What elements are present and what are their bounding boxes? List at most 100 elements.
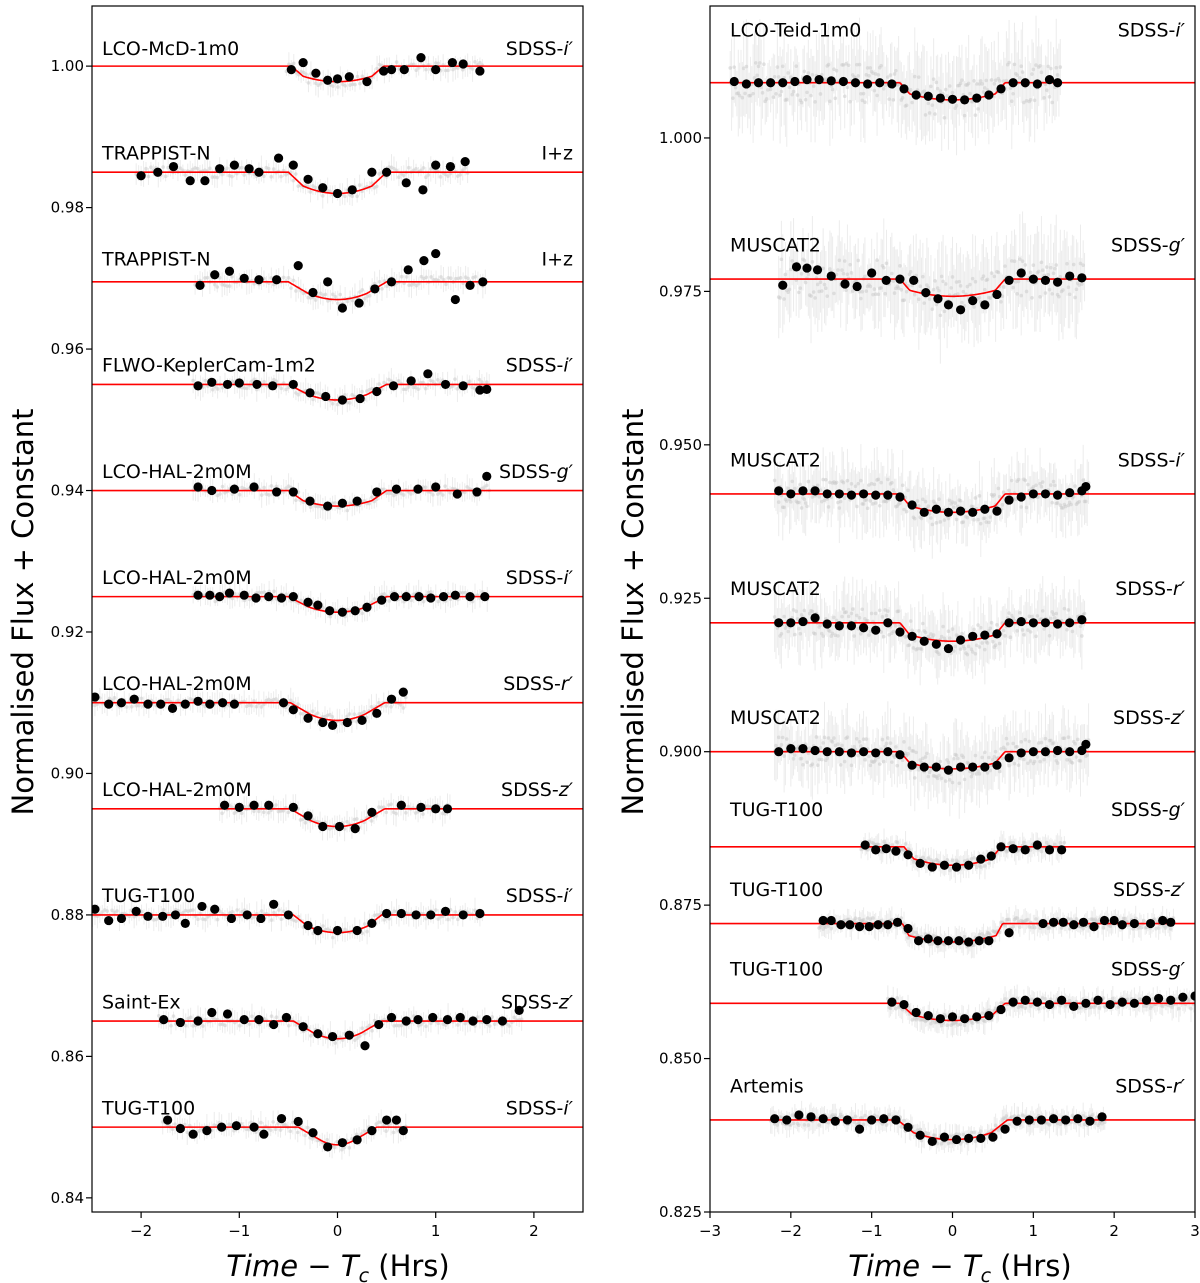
raw-point: [860, 289, 865, 294]
raw-point: [188, 1015, 193, 1020]
raw-point: [731, 96, 735, 100]
raw-point: [252, 281, 256, 286]
raw-point: [908, 269, 913, 274]
raw-point: [362, 296, 367, 301]
raw-point: [868, 499, 873, 503]
binned-point: [1004, 495, 1014, 505]
raw-point: [1055, 73, 1060, 77]
binned-point: [153, 167, 163, 177]
raw-point: [948, 498, 952, 503]
raw-point: [444, 282, 448, 287]
raw-point: [313, 185, 318, 190]
raw-point: [992, 81, 997, 86]
raw-point: [455, 387, 460, 391]
binned-point: [907, 631, 917, 641]
raw-point: [934, 521, 939, 525]
raw-point: [919, 647, 924, 651]
raw-point: [1058, 275, 1063, 279]
raw-point: [793, 632, 797, 637]
raw-point: [161, 165, 165, 169]
binned-point: [372, 487, 382, 497]
raw-point: [949, 286, 953, 290]
binned-point: [931, 639, 941, 649]
binned-point: [337, 1138, 348, 1148]
raw-point: [958, 498, 963, 503]
raw-point: [881, 87, 886, 91]
raw-point: [480, 380, 484, 384]
raw-point: [798, 482, 803, 487]
raw-point: [1031, 67, 1036, 72]
raw-point: [467, 379, 472, 384]
raw-point: [473, 60, 477, 64]
raw-point: [261, 810, 266, 815]
binned-point: [193, 1016, 203, 1026]
raw-point: [252, 699, 256, 703]
raw-point: [1030, 72, 1034, 76]
raw-point: [144, 166, 148, 171]
raw-point: [1016, 279, 1021, 284]
raw-point: [230, 274, 234, 279]
raw-point: [859, 91, 863, 96]
raw-point: [333, 1041, 338, 1045]
raw-point: [450, 384, 455, 388]
binned-point: [431, 248, 441, 259]
raw-point: [904, 289, 909, 294]
raw-point: [272, 910, 276, 915]
binned-point: [475, 908, 485, 919]
binned-point: [895, 627, 905, 637]
binned-point: [352, 925, 362, 936]
raw-point: [1020, 259, 1025, 263]
raw-point: [281, 275, 286, 280]
transit-model-line: [710, 278, 1195, 298]
raw-point: [828, 629, 832, 634]
raw-point: [950, 627, 955, 631]
raw-point: [935, 86, 940, 91]
raw-point: [196, 917, 200, 922]
raw-point: [790, 479, 794, 484]
binned-point: [401, 1016, 411, 1026]
raw-point: [252, 915, 257, 919]
raw-point: [794, 64, 799, 68]
binned-point: [308, 287, 318, 298]
raw-point: [466, 276, 470, 281]
raw-point: [783, 272, 788, 277]
raw-point: [406, 165, 411, 170]
y-tick-label: 0.84: [51, 1189, 84, 1207]
right-panel: 0.8250.8500.8750.9000.9250.9500.9751.000…: [659, 5, 1200, 1283]
raw-point: [335, 402, 340, 407]
raw-point: [965, 284, 970, 289]
raw-point: [776, 75, 781, 79]
raw-point: [414, 283, 419, 288]
raw-point: [178, 166, 183, 171]
raw-point: [912, 292, 917, 297]
binned-point: [931, 504, 941, 514]
raw-point: [875, 258, 879, 262]
binned-point: [323, 501, 333, 511]
raw-point: [262, 702, 266, 707]
binned-point: [943, 300, 954, 310]
raw-point: [988, 626, 993, 631]
raw-point: [902, 298, 906, 302]
binned-point: [440, 379, 451, 390]
series-3: [92, 248, 583, 316]
binned-point: [401, 178, 411, 188]
telescope-label: TRAPPIST-N: [101, 249, 211, 271]
raw-point: [818, 280, 823, 284]
x-axis-label: Time − Tc (Hrs): [226, 1249, 449, 1283]
binned-point: [992, 629, 1002, 639]
raw-point: [201, 1024, 205, 1028]
binned-point: [858, 623, 869, 633]
binned-point: [1081, 481, 1091, 492]
binned-point: [475, 385, 485, 395]
raw-point: [331, 292, 335, 297]
binned-point: [298, 1022, 308, 1032]
binned-point: [180, 699, 190, 709]
binned-point: [249, 1122, 259, 1132]
raw-point: [803, 97, 808, 102]
raw-point: [879, 286, 883, 290]
raw-point: [1066, 608, 1071, 612]
raw-point: [451, 915, 455, 920]
raw-point: [817, 495, 821, 499]
raw-point: [259, 705, 264, 709]
raw-point: [758, 61, 762, 65]
